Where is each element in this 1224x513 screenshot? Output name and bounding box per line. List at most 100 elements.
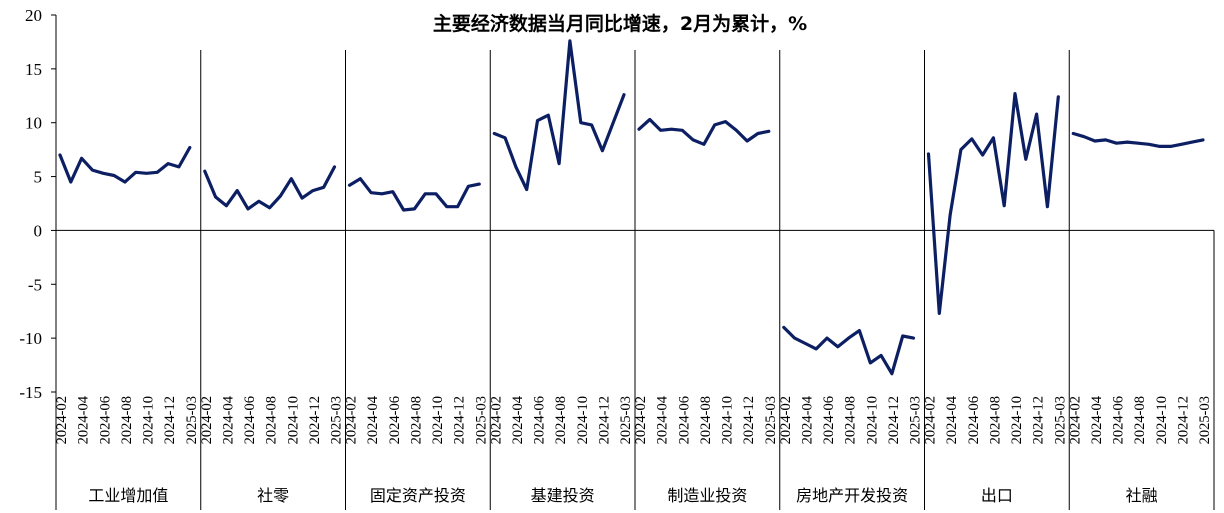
x-tick-label: 2024-08 <box>698 396 714 444</box>
data-point <box>992 136 995 139</box>
panel-7: 2024-02 2024-04 2024-06 2024-08 2024-10 2024-… <box>923 50 1068 510</box>
data-point <box>413 207 416 211</box>
x-tick-label: 2025-03 <box>329 396 345 444</box>
data-point <box>691 138 695 142</box>
data-point <box>927 152 930 156</box>
data-point <box>348 184 351 187</box>
data-point <box>1147 143 1151 146</box>
y-tick-label: -10 <box>19 329 42 348</box>
data-point <box>793 336 796 340</box>
x-tick-label: 2024-06 <box>387 396 403 444</box>
x-tick-label: 2024-04 <box>1089 395 1105 444</box>
data-point <box>745 139 749 143</box>
series-line <box>58 145 192 184</box>
data-point <box>724 120 727 123</box>
x-tick-label: 2024-12 <box>886 396 902 444</box>
data-point <box>622 93 626 96</box>
data-point <box>525 188 528 191</box>
data-point <box>445 205 448 208</box>
x-tick-label: 2024-08 <box>119 396 135 444</box>
data-point <box>503 136 507 139</box>
y-tick-label: -15 <box>19 383 42 402</box>
data-point <box>601 149 604 152</box>
x-tick-label: 2024-08 <box>553 396 569 444</box>
series-line <box>203 165 337 211</box>
data-point <box>869 361 872 365</box>
data-point <box>836 345 839 348</box>
panel-5: 2024-02 2024-04 2024-06 2024-08 2024-10 2024-… <box>633 50 779 510</box>
x-tick-label: 2025-03 <box>473 396 489 444</box>
x-tick-label: 2024-12 <box>1031 396 1047 444</box>
data-point <box>257 200 260 203</box>
x-tick-label: 2025-03 <box>618 396 634 444</box>
data-point <box>246 207 250 211</box>
data-point <box>890 372 894 375</box>
data-point <box>815 347 818 351</box>
data-point <box>804 342 807 345</box>
x-tick-label: 2024-06 <box>676 396 692 444</box>
data-point <box>456 205 459 208</box>
x-tick-label: 2024-02 <box>488 396 504 444</box>
data-point <box>825 336 829 340</box>
data-point <box>290 177 293 180</box>
data-point <box>767 130 770 133</box>
x-tick-label: 2024-04 <box>655 395 671 444</box>
x-tick-label: 2024-02 <box>344 396 360 444</box>
x-tick-label: 2024-06 <box>242 396 258 444</box>
x-tick-label: 2024-12 <box>452 396 468 444</box>
data-point <box>236 189 239 192</box>
data-point <box>756 132 760 135</box>
series-name-label: 工业增加值 <box>88 486 168 505</box>
data-point <box>359 177 362 180</box>
y-axis: 20 15 10 5 0 -5 -10 -15 <box>19 6 57 510</box>
panel-3: 2024-02 2024-04 2024-06 2024-08 2024-10 2024-… <box>344 50 489 510</box>
x-tick-label: 2024-06 <box>532 396 548 444</box>
data-point <box>145 172 148 175</box>
data-point <box>702 143 706 146</box>
x-tick-label: 2024-10 <box>575 396 591 444</box>
data-point <box>1072 132 1075 135</box>
data-point <box>80 157 83 160</box>
data-point <box>69 180 73 184</box>
x-tick-label: 2024-10 <box>1154 396 1170 444</box>
data-point <box>156 171 159 174</box>
panel-6: 2024-02 2024-04 2024-06 2024-08 2024-10 2024-… <box>778 50 924 510</box>
data-point <box>659 129 662 132</box>
x-tick-label: 2024-12 <box>307 396 323 444</box>
x-tick-label: 2024-02 <box>633 396 649 444</box>
x-tick-label: 2024-04 <box>220 395 236 444</box>
x-tick-label: 2024-02 <box>199 396 215 444</box>
data-point <box>782 326 785 329</box>
data-point <box>177 165 181 169</box>
data-point <box>1104 138 1107 142</box>
data-point <box>112 174 116 177</box>
data-point <box>912 336 915 340</box>
x-tick-label: 2024-02 <box>923 396 939 444</box>
x-tick-label: 2024-06 <box>966 396 982 444</box>
x-tick-label: 2024-12 <box>596 396 612 444</box>
x-tick-label: 2025-03 <box>1052 396 1068 444</box>
x-tick-label: 2024-06 <box>821 396 837 444</box>
panel-4: 2024-02 2024-04 2024-06 2024-08 2024-10 2024-… <box>488 39 634 510</box>
series-name-label: 社零 <box>257 486 289 505</box>
x-tick-label: 2024-10 <box>720 396 736 444</box>
x-tick-label: 2024-04 <box>365 395 381 444</box>
data-point <box>402 208 405 212</box>
data-point <box>948 214 952 217</box>
data-point <box>1169 145 1172 148</box>
data-point <box>557 162 561 165</box>
data-point <box>536 119 539 122</box>
x-tick-label: 2024-08 <box>264 396 280 444</box>
data-point <box>268 206 271 209</box>
x-tick-label: 2024-04 <box>799 395 815 444</box>
panel-8: 2024-02 2024-04 2024-06 2024-08 2024-10 2024-… <box>1067 50 1213 510</box>
data-point <box>333 165 336 169</box>
data-point <box>1136 142 1140 145</box>
series-name-label: 基建投资 <box>531 486 595 505</box>
data-point <box>981 153 984 157</box>
series-name-label: 社融 <box>1126 486 1158 505</box>
data-point <box>1013 92 1017 95</box>
data-point <box>279 194 282 198</box>
x-tick-label: 2025-03 <box>908 396 924 444</box>
